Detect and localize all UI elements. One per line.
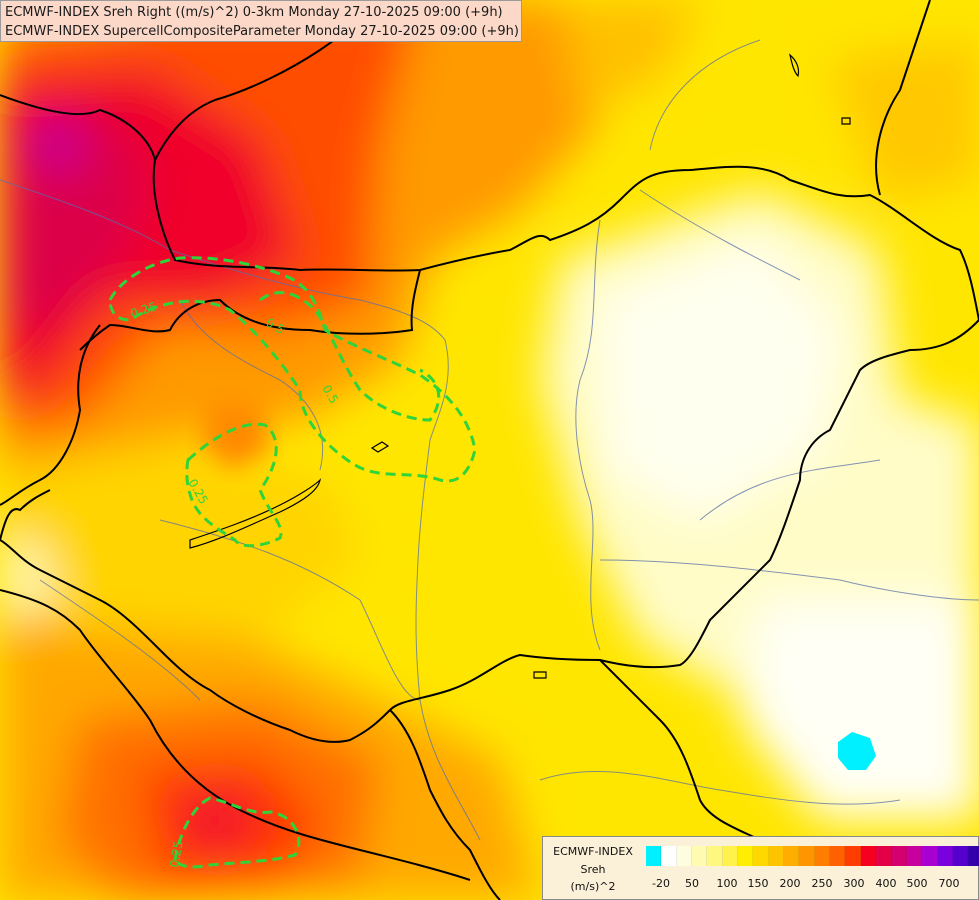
legend-tick-label: 700 xyxy=(938,877,960,890)
legend-swatch xyxy=(738,846,754,866)
legend-tick-label: 150 xyxy=(747,877,769,890)
legend-swatch xyxy=(799,846,815,866)
map-header: ECMWF-INDEX Sreh Right ((m/s)^2) 0-3km M… xyxy=(0,0,522,42)
header-title-line-1: ECMWF-INDEX Sreh Right ((m/s)^2) 0-3km M… xyxy=(5,5,503,20)
legend-swatch xyxy=(891,846,907,866)
legend-tick-label: 400 xyxy=(875,877,897,890)
low-sreh-patch xyxy=(838,732,876,770)
legend-swatches xyxy=(646,846,979,866)
legend-swatch xyxy=(784,846,800,866)
legend-tick-label: 500 xyxy=(906,877,928,890)
legend-tick-label: 50 xyxy=(685,877,699,890)
legend-tick-label: 250 xyxy=(811,877,833,890)
legend-swatch xyxy=(661,846,677,866)
legend-unit-label: (m/s)^2 xyxy=(570,880,616,893)
legend-swatch xyxy=(722,846,739,866)
legend-variable-label: Sreh xyxy=(580,863,606,876)
legend-tick-label: 300 xyxy=(843,877,865,890)
legend-swatch xyxy=(968,846,979,866)
legend-tick-label: -20 xyxy=(652,877,670,890)
legend-tick-label: 200 xyxy=(779,877,801,890)
legend-swatch xyxy=(876,846,892,866)
legend-tick-label: 100 xyxy=(716,877,738,890)
legend-swatch xyxy=(692,846,708,866)
legend-swatch xyxy=(814,846,831,866)
legend-model-label: ECMWF-INDEX xyxy=(553,845,633,858)
header-title-line-2: ECMWF-INDEX SupercellCompositeParameter … xyxy=(5,24,519,39)
legend-swatch xyxy=(753,846,769,866)
legend-swatch xyxy=(906,846,923,866)
contour-label: 0.25 xyxy=(167,840,185,869)
color-legend: ECMWF-INDEX Sreh (m/s)^2 -20 50 100 150 200 2… xyxy=(542,836,979,900)
legend-swatch xyxy=(845,846,861,866)
legend-swatch xyxy=(707,846,723,866)
legend-swatch xyxy=(922,846,938,866)
legend-swatch xyxy=(646,846,662,866)
legend-swatch xyxy=(676,846,693,866)
legend-swatch xyxy=(952,846,969,866)
scp-contours xyxy=(108,256,477,869)
legend-swatch xyxy=(768,846,785,866)
lakes xyxy=(189,53,851,679)
legend-swatch xyxy=(937,846,953,866)
legend-swatch xyxy=(830,846,846,866)
legend-swatch xyxy=(860,846,877,866)
